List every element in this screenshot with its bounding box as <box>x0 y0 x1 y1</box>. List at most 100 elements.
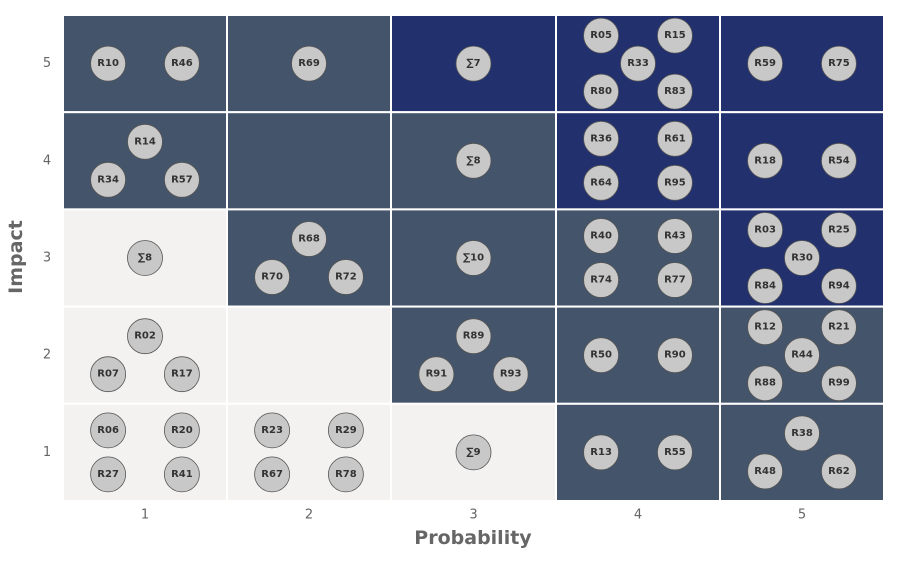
risk-bubble[interactable] <box>90 412 126 449</box>
risk-bubble[interactable] <box>784 415 820 452</box>
risk-bubble[interactable] <box>327 456 364 493</box>
risk-bubble[interactable] <box>747 268 783 304</box>
risk-bubble[interactable] <box>583 120 619 157</box>
risk-bubble-label: R72 <box>335 272 357 283</box>
risk-bubble[interactable] <box>657 120 693 157</box>
risk-bubble[interactable] <box>821 142 857 179</box>
risk-bubble[interactable] <box>657 218 693 254</box>
risk-bubble[interactable] <box>291 45 327 82</box>
risk-bubble[interactable] <box>90 356 126 393</box>
risk-bubble-label: R03 <box>754 225 776 236</box>
risk-bubble-label: R93 <box>500 369 522 380</box>
risk-bubble[interactable] <box>254 456 291 493</box>
risk-bubble-label: R70 <box>261 272 283 283</box>
risk-bubble[interactable] <box>821 212 857 248</box>
risk-bubble[interactable] <box>583 218 619 254</box>
risk-bubble[interactable] <box>327 259 364 295</box>
risk-bubble[interactable] <box>163 356 200 393</box>
y-tick-label: 1 <box>43 445 51 460</box>
risk-bubble[interactable] <box>492 356 529 393</box>
risk-bubble[interactable] <box>747 453 783 490</box>
risk-bubble[interactable] <box>747 309 783 346</box>
risk-bubble-label: R29 <box>335 425 357 436</box>
risk-bubble[interactable] <box>620 45 656 82</box>
risk-bubble[interactable] <box>657 434 693 471</box>
risk-bubble-label: ∑9 <box>466 447 480 458</box>
risk-bubble[interactable] <box>163 412 200 449</box>
matrix-cell-p2-i1 <box>226 402 392 502</box>
risk-bubble-label: R83 <box>664 86 686 97</box>
matrix-cell-p3-i4 <box>390 111 557 211</box>
risk-bubble[interactable] <box>455 434 492 471</box>
risk-bubble[interactable] <box>657 73 693 110</box>
risk-bubble-label: R21 <box>828 322 850 333</box>
risk-bubble[interactable] <box>90 45 126 82</box>
risk-bubble[interactable] <box>784 240 820 276</box>
risk-bubble-label: R15 <box>664 30 686 41</box>
risk-bubble-label: R74 <box>590 275 612 286</box>
risk-bubble-label: R25 <box>828 225 850 236</box>
risk-bubble-label: R88 <box>754 378 776 389</box>
risk-bubble[interactable] <box>747 45 783 82</box>
risk-bubble-label: R77 <box>664 275 686 286</box>
risk-bubble[interactable] <box>327 412 364 449</box>
risk-bubble[interactable] <box>821 309 857 346</box>
risk-bubble-label: R06 <box>97 425 119 436</box>
risk-bubble[interactable] <box>657 262 693 298</box>
risk-bubble[interactable] <box>163 456 200 493</box>
risk-bubble[interactable] <box>254 412 291 449</box>
risk-bubble[interactable] <box>821 268 857 304</box>
risk-bubble[interactable] <box>821 45 857 82</box>
risk-bubble-label: R44 <box>791 350 813 361</box>
risk-bubble[interactable] <box>821 365 857 402</box>
risk-bubble-label: R23 <box>261 425 283 436</box>
x-tick-label: 2 <box>305 508 313 523</box>
risk-bubble[interactable] <box>821 453 857 490</box>
risk-bubble[interactable] <box>583 337 619 374</box>
risk-bubble[interactable] <box>127 123 163 160</box>
risk-bubble[interactable] <box>747 142 783 179</box>
risk-bubble[interactable] <box>657 17 693 54</box>
risk-bubble-label: R75 <box>828 58 850 69</box>
matrix-cell-p4-i3 <box>555 208 721 308</box>
risk-bubble-label: R02 <box>134 331 156 342</box>
matrix-cell-p5-i4 <box>719 111 885 211</box>
risk-bubble-label: R27 <box>97 469 119 480</box>
risk-bubble[interactable] <box>291 221 327 257</box>
risk-bubble[interactable] <box>455 45 492 82</box>
risk-bubble[interactable] <box>254 259 291 295</box>
risk-bubble[interactable] <box>657 164 693 201</box>
risk-bubble[interactable] <box>127 240 163 276</box>
risk-bubble-label: R89 <box>463 331 485 342</box>
risk-bubble-label: ∑7 <box>466 58 480 69</box>
risk-bubble[interactable] <box>418 356 455 393</box>
risk-bubble-label: ∑10 <box>463 253 484 264</box>
risk-bubble-label: R90 <box>664 350 686 361</box>
risk-bubble[interactable] <box>747 365 783 402</box>
risk-bubble[interactable] <box>583 262 619 298</box>
risk-bubble[interactable] <box>455 318 492 355</box>
risk-bubble[interactable] <box>583 164 619 201</box>
risk-bubble-label: R33 <box>627 58 649 69</box>
risk-bubble[interactable] <box>583 73 619 110</box>
risk-bubble[interactable] <box>163 45 200 82</box>
risk-bubble[interactable] <box>784 337 820 374</box>
x-tick-label: 5 <box>798 508 806 523</box>
matrix-cell-p4-i1 <box>555 402 721 502</box>
risk-bubble[interactable] <box>127 318 163 355</box>
risk-bubble[interactable] <box>455 240 492 276</box>
risk-bubble[interactable] <box>90 161 126 198</box>
matrix-cell-p4-i4 <box>555 111 721 211</box>
risk-bubble[interactable] <box>657 337 693 374</box>
risk-bubble[interactable] <box>455 142 492 179</box>
risk-bubble-label: R99 <box>828 378 850 389</box>
risk-bubble-label: R95 <box>664 177 686 188</box>
risk-bubble[interactable] <box>90 456 126 493</box>
risk-bubble-label: R84 <box>754 281 776 292</box>
risk-bubble[interactable] <box>163 161 200 198</box>
risk-bubble-label: R55 <box>664 447 686 458</box>
risk-bubble[interactable] <box>583 434 619 471</box>
risk-bubble[interactable] <box>747 212 783 248</box>
matrix-cell-p1-i1 <box>62 402 228 502</box>
risk-bubble[interactable] <box>583 17 619 54</box>
